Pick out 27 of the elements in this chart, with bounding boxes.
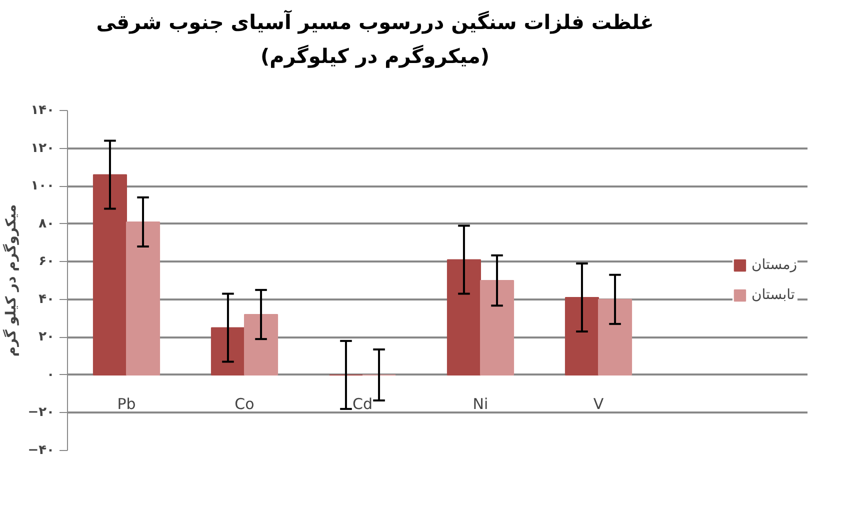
bar [564,297,599,376]
y-tick-label: ۴۰ [38,292,55,307]
x-tick-label: Co [234,394,254,413]
y-tick-label: ۶۰ [38,254,55,270]
y-tick-label: −۴۰ [28,443,55,458]
bar [244,314,278,376]
bar [210,327,245,376]
chart-title: غلظت فلزات سنگین دررسوب مسیر آسیای جنوب شرقی (میکروگرم در کیلوگرم) [96,9,654,70]
bar [92,174,127,376]
y-tick-label: ۱۰۰ [30,178,55,194]
y-tick-label: ۰ [46,367,55,382]
y-tick-label: ۱۲۰ [30,140,55,156]
x-tick-label: Ni [472,394,488,413]
bar [446,259,481,376]
bar [480,280,514,376]
y-axis-title: میکروگرم در کیلو گرم [2,204,20,357]
bar [126,221,160,376]
y-tick-label: −۲۰ [28,405,55,420]
x-tick-label: Cd [352,394,372,413]
legend-label: زمستان [751,257,797,273]
x-tick-label: V [593,394,604,413]
legend-label: تابستان [751,287,795,303]
y-tick-label: ۱۴۰ [30,103,55,118]
y-tick-label: ۸۰ [38,216,55,232]
y-tick-label: ۲۰ [38,330,55,345]
bar [598,298,632,376]
x-tick-label: Pb [117,394,136,413]
